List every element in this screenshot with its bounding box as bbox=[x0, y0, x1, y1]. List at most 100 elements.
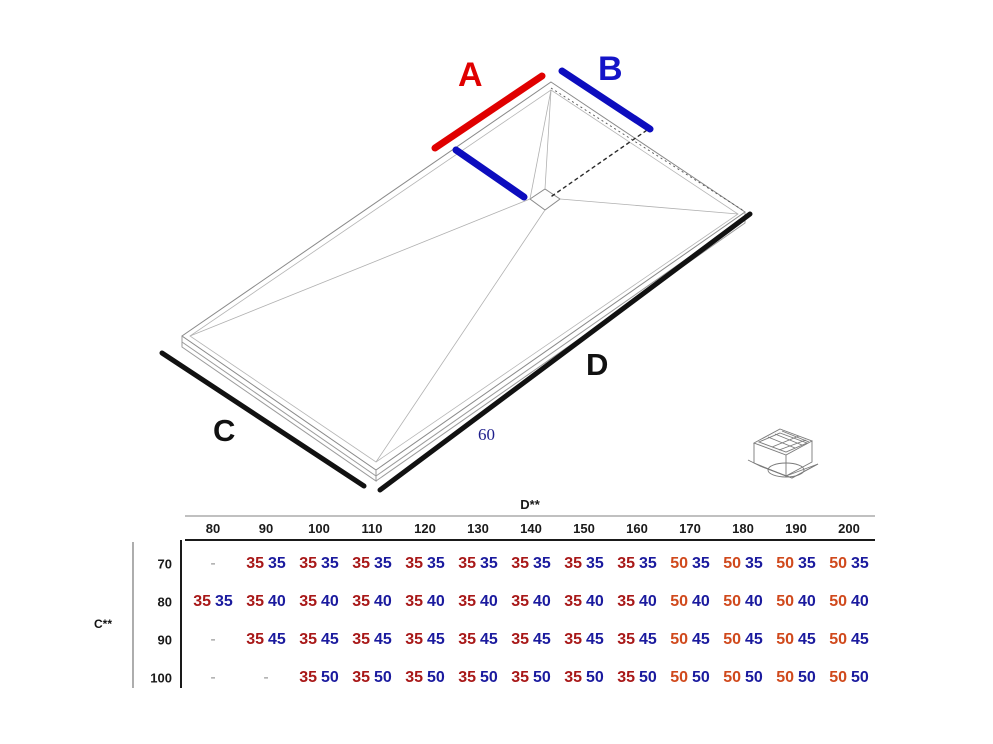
cell-value-a: 35 bbox=[511, 593, 529, 610]
cell-value-a: 50 bbox=[723, 593, 741, 610]
cell-value-b: 40 bbox=[374, 593, 392, 610]
table-cell: 35 50 bbox=[352, 670, 392, 686]
cell-value-a: 35 bbox=[405, 631, 423, 648]
cell-value-a: 50 bbox=[776, 593, 794, 610]
cell-value-a: 35 bbox=[458, 593, 476, 610]
table-cell: - bbox=[210, 556, 215, 572]
cell-value-a: 50 bbox=[829, 669, 847, 686]
table-cell: 50 50 bbox=[776, 670, 816, 686]
cell-value-b: 45 bbox=[374, 631, 392, 648]
cell-value-b: 40 bbox=[586, 593, 604, 610]
cell-empty-dash: - bbox=[210, 631, 216, 648]
table-cell: 35 35 bbox=[564, 556, 604, 572]
cell-value-b: 40 bbox=[321, 593, 339, 610]
cell-value-a: 50 bbox=[723, 669, 741, 686]
table-cell: 50 35 bbox=[723, 556, 763, 572]
dimension-line-d bbox=[377, 211, 753, 493]
table-column-header: 90 bbox=[258, 521, 274, 536]
cell-value-a: 35 bbox=[617, 669, 635, 686]
table-cell: 35 35 bbox=[299, 556, 339, 572]
cell-value-b: 45 bbox=[480, 631, 498, 648]
table-column-header: 110 bbox=[361, 521, 383, 536]
dimension-label-d: D bbox=[586, 347, 609, 382]
table-cell: 35 35 bbox=[405, 556, 445, 572]
cell-value-a: 35 bbox=[564, 593, 582, 610]
table-cell: 50 35 bbox=[670, 556, 710, 572]
cell-value-a: 35 bbox=[193, 593, 211, 610]
table-column-header: 180 bbox=[732, 521, 754, 536]
cell-value-a: 35 bbox=[458, 669, 476, 686]
table-cell: 35 40 bbox=[458, 594, 498, 610]
table-row-header: 70 bbox=[157, 556, 172, 572]
table-column-header: 100 bbox=[308, 521, 330, 536]
table-cell: 50 40 bbox=[829, 594, 869, 610]
drain-grate-icon bbox=[747, 428, 819, 479]
shower-tray-diagram: A B C D 60 bbox=[159, 50, 819, 493]
cell-value-a: 35 bbox=[564, 631, 582, 648]
table-row-header: 80 bbox=[157, 594, 172, 610]
table-column-header: 200 bbox=[838, 521, 860, 536]
cell-value-a: 50 bbox=[723, 555, 741, 572]
table-cell: 35 35 bbox=[458, 556, 498, 572]
table-cell: 35 45 bbox=[564, 632, 604, 648]
dimension-label-a: A bbox=[458, 56, 483, 94]
cell-value-a: 50 bbox=[829, 593, 847, 610]
cell-value-b: 35 bbox=[321, 555, 339, 572]
table-cell: 50 45 bbox=[670, 632, 710, 648]
dimension-line-b-left bbox=[452, 146, 528, 201]
table-cell: 50 50 bbox=[829, 670, 869, 686]
table-column-header: 160 bbox=[626, 521, 648, 536]
table-cell: 50 50 bbox=[670, 670, 710, 686]
cell-value-a: 35 bbox=[564, 669, 582, 686]
table-row-axis-label: C** bbox=[93, 617, 112, 631]
table-cell: 35 35 bbox=[352, 556, 392, 572]
dimension-label-b: B bbox=[598, 50, 623, 88]
cell-value-a: 50 bbox=[776, 631, 794, 648]
cell-value-b: 35 bbox=[851, 555, 869, 572]
cell-value-b: 35 bbox=[374, 555, 392, 572]
table-cell: 50 45 bbox=[776, 632, 816, 648]
tray-isometric-drawing bbox=[159, 67, 819, 493]
cell-value-b: 50 bbox=[692, 669, 710, 686]
cell-value-b: 50 bbox=[745, 669, 763, 686]
table-cell: 50 45 bbox=[829, 632, 869, 648]
cell-value-a: 35 bbox=[458, 631, 476, 648]
cell-value-a: 35 bbox=[299, 593, 317, 610]
table-cell: 50 40 bbox=[670, 594, 710, 610]
table-cell: 35 45 bbox=[511, 632, 551, 648]
cell-value-b: 40 bbox=[639, 593, 657, 610]
cell-value-b: 45 bbox=[639, 631, 657, 648]
dimension-line-c bbox=[159, 350, 367, 489]
cell-value-a: 35 bbox=[617, 631, 635, 648]
cell-value-a: 35 bbox=[617, 593, 635, 610]
cell-value-a: 35 bbox=[299, 669, 317, 686]
table-cell: 50 50 bbox=[723, 670, 763, 686]
table-cell: - bbox=[263, 670, 268, 686]
dimension-label-height: 60 bbox=[478, 425, 495, 444]
table-cell: 35 45 bbox=[246, 632, 286, 648]
cell-value-a: 50 bbox=[670, 555, 688, 572]
cell-value-b: 45 bbox=[427, 631, 445, 648]
cell-value-b: 50 bbox=[639, 669, 657, 686]
cell-value-a: 35 bbox=[352, 555, 370, 572]
table-row-header: 90 bbox=[157, 632, 172, 648]
cell-value-b: 40 bbox=[692, 593, 710, 610]
cell-value-b: 45 bbox=[692, 631, 710, 648]
table-cell: 35 50 bbox=[564, 670, 604, 686]
cell-value-a: 35 bbox=[617, 555, 635, 572]
cell-value-a: 35 bbox=[511, 631, 529, 648]
table-column-header: 190 bbox=[785, 521, 807, 536]
cell-value-b: 45 bbox=[268, 631, 286, 648]
cell-value-b: 35 bbox=[480, 555, 498, 572]
table-cell: 50 35 bbox=[776, 556, 816, 572]
table-cell: 35 35 bbox=[246, 556, 286, 572]
cell-value-b: 35 bbox=[427, 555, 445, 572]
table-column-header: 80 bbox=[205, 521, 221, 536]
table-cell: 35 45 bbox=[299, 632, 339, 648]
cell-value-b: 35 bbox=[268, 555, 286, 572]
table-cell: 35 50 bbox=[511, 670, 551, 686]
table-cell: 35 45 bbox=[352, 632, 392, 648]
drain-axis-dotted-line bbox=[551, 127, 651, 197]
table-cell: 35 35 bbox=[193, 594, 233, 610]
cell-value-b: 35 bbox=[692, 555, 710, 572]
